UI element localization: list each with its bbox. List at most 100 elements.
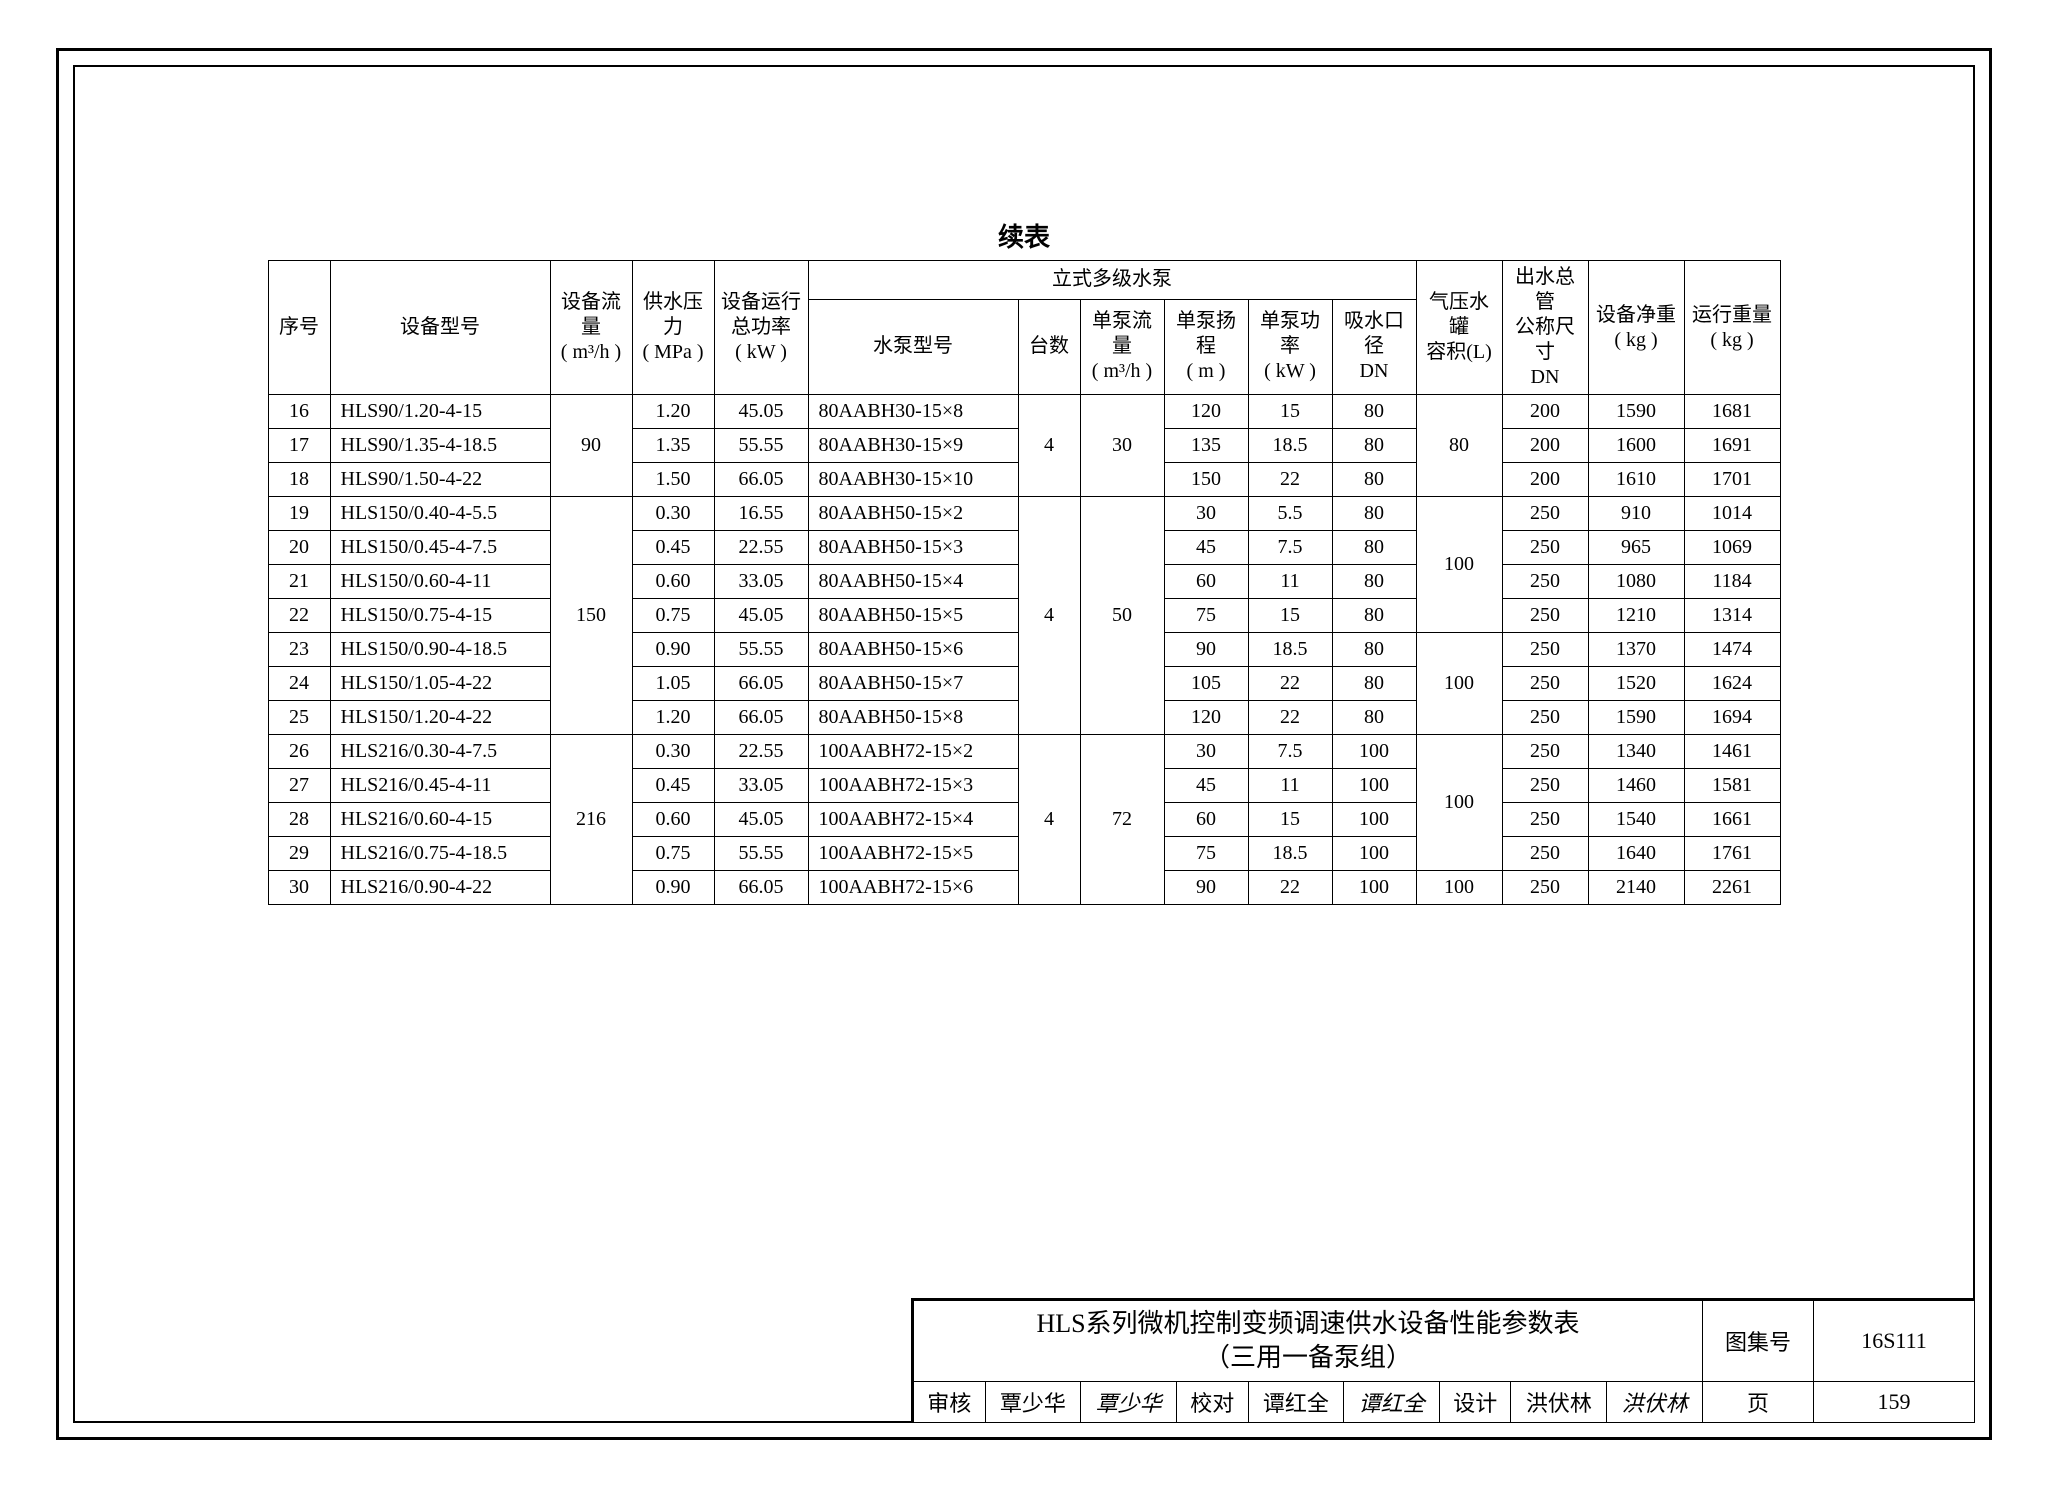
table-cell: 75 [1164, 837, 1248, 871]
table-cell: 250 [1502, 871, 1588, 905]
table-cell: 1.50 [632, 463, 714, 497]
table-cell: 11 [1248, 565, 1332, 599]
table-cell: 100 [1416, 871, 1502, 905]
table-cell: 66.05 [714, 701, 808, 735]
table-cell: 80AABH50-15×2 [808, 497, 1018, 531]
table-cell: 25 [268, 701, 330, 735]
title-block: HLS系列微机控制变频调速供水设备性能参数表 （三用一备泵组） 图集号 16S1… [911, 1298, 1975, 1423]
table-cell: 30 [268, 871, 330, 905]
table-cell: 80 [1332, 463, 1416, 497]
table-cell: 1.05 [632, 667, 714, 701]
table-cell: 4 [1018, 735, 1080, 905]
check-sig: 谭红全 [1344, 1382, 1440, 1423]
table-cell: 1340 [1588, 735, 1684, 769]
table-cell: 18 [268, 463, 330, 497]
table-cell: 0.30 [632, 735, 714, 769]
col-wt: 设备净重( kg ) [1588, 261, 1684, 395]
table-cell: 45.05 [714, 599, 808, 633]
table-cell: 100 [1332, 769, 1416, 803]
table-cell: HLS216/0.30-4-7.5 [330, 735, 550, 769]
table-cell: 250 [1502, 599, 1588, 633]
table-cell: 1590 [1588, 395, 1684, 429]
review-sig: 覃少华 [1081, 1382, 1177, 1423]
table-cell: 1370 [1588, 633, 1684, 667]
table-cell: 16.55 [714, 497, 808, 531]
table-cell: 150 [550, 497, 632, 735]
table-cell: 66.05 [714, 871, 808, 905]
table-cell: 100AABH72-15×4 [808, 803, 1018, 837]
table-cell: 0.75 [632, 837, 714, 871]
table-cell: HLS216/0.45-4-11 [330, 769, 550, 803]
col-kw: 设备运行总功率( kW ) [714, 261, 808, 395]
table-cell: 22 [1248, 701, 1332, 735]
table-cell: 250 [1502, 633, 1588, 667]
table-cell: 200 [1502, 429, 1588, 463]
table-cell: 0.60 [632, 565, 714, 599]
table-cell: 28 [268, 803, 330, 837]
table-cell: 1640 [1588, 837, 1684, 871]
table-cell: 120 [1164, 701, 1248, 735]
table-cell: 100 [1332, 837, 1416, 871]
table-cell: 24 [268, 667, 330, 701]
table-cell: 80AABH50-15×8 [808, 701, 1018, 735]
table-cell: 80AABH30-15×9 [808, 429, 1018, 463]
table-cell: 100 [1416, 735, 1502, 871]
table-cell: 80 [1332, 429, 1416, 463]
table-cell: 21 [268, 565, 330, 599]
table-cell: 90 [550, 395, 632, 497]
table-cell: 80AABH50-15×4 [808, 565, 1018, 599]
table-cell: 15 [1248, 803, 1332, 837]
col-pflow: 单泵流量( m³/h ) [1080, 299, 1164, 394]
table-cell: 135 [1164, 429, 1248, 463]
table-cell: HLS216/0.75-4-18.5 [330, 837, 550, 871]
table-cell: 18.5 [1248, 633, 1332, 667]
table-cell: 2261 [1684, 871, 1780, 905]
table-cell: 1600 [1588, 429, 1684, 463]
table-cell: 100AABH72-15×3 [808, 769, 1018, 803]
table-cell: 20 [268, 531, 330, 565]
table-row: 26HLS216/0.30-4-7.52160.3022.55100AABH72… [268, 735, 1780, 769]
table-cell: 1520 [1588, 667, 1684, 701]
table-cell: 120 [1164, 395, 1248, 429]
table-cell: 4 [1018, 395, 1080, 497]
table-cell: 26 [268, 735, 330, 769]
table-cell: 45 [1164, 531, 1248, 565]
table-cell: 15 [1248, 395, 1332, 429]
col-head: 单泵扬程( m ) [1164, 299, 1248, 394]
table-cell: 22 [268, 599, 330, 633]
col-rwt: 运行重量( kg ) [1684, 261, 1780, 395]
table-cell: 1474 [1684, 633, 1780, 667]
table-row: 16HLS90/1.20-4-15901.2045.0580AABH30-15×… [268, 395, 1780, 429]
table-cell: 80AABH50-15×6 [808, 633, 1018, 667]
table-cell: 27 [268, 769, 330, 803]
table-cell: 80 [1332, 599, 1416, 633]
table-cell: 11 [1248, 769, 1332, 803]
table-cell: HLS216/0.90-4-22 [330, 871, 550, 905]
table-cell: 100AABH72-15×6 [808, 871, 1018, 905]
table-cell: 17 [268, 429, 330, 463]
table-cell: HLS150/0.90-4-18.5 [330, 633, 550, 667]
table-cell: 80 [1332, 633, 1416, 667]
table-cell: 80 [1332, 565, 1416, 599]
table-cell: 100 [1332, 735, 1416, 769]
col-press: 供水压力( MPa ) [632, 261, 714, 395]
table-cell: HLS150/0.45-4-7.5 [330, 531, 550, 565]
table-cell: 1014 [1684, 497, 1780, 531]
table-cell: 1461 [1684, 735, 1780, 769]
table-cell: 18.5 [1248, 429, 1332, 463]
design-sig: 洪伏林 [1607, 1382, 1703, 1423]
table-cell: 22 [1248, 871, 1332, 905]
table-cell: 80AABH50-15×7 [808, 667, 1018, 701]
table-cell: 30 [1080, 395, 1164, 497]
parameter-table: 序号 设备型号 设备流量( m³/h ) 供水压力( MPa ) 设备运行总功率… [268, 260, 1781, 905]
table-caption: 续表 [75, 217, 1973, 254]
table-cell: 1460 [1588, 769, 1684, 803]
table-cell: 1694 [1684, 701, 1780, 735]
col-pump-model: 水泵型号 [808, 299, 1018, 394]
table-cell: 1681 [1684, 395, 1780, 429]
table-cell: 1761 [1684, 837, 1780, 871]
table-cell: HLS90/1.35-4-18.5 [330, 429, 550, 463]
table-cell: HLS150/0.75-4-15 [330, 599, 550, 633]
table-cell: 7.5 [1248, 735, 1332, 769]
table-cell: 1581 [1684, 769, 1780, 803]
